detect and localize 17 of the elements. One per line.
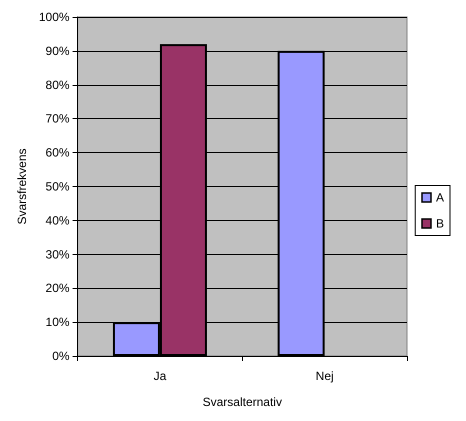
y-tick-label: 80% — [46, 78, 70, 92]
x-tick-label: Nej — [316, 369, 334, 383]
legend-label: B — [436, 216, 444, 230]
legend-label: A — [436, 190, 444, 204]
y-tick-label: 100% — [38, 10, 70, 24]
y-tick-label: 90% — [46, 44, 70, 58]
y-tick-label: 10% — [46, 315, 70, 330]
y-tick-label: 50% — [46, 180, 70, 194]
y-tick-label: 0% — [52, 349, 70, 363]
y-tick-label: 40% — [46, 213, 70, 228]
x-axis-title: Svarsalternativ — [202, 395, 282, 409]
y-tick-label: 60% — [46, 146, 70, 160]
y-tick-label: 70% — [46, 112, 70, 126]
y-tick-label: 30% — [46, 247, 70, 262]
x-tick-label: Ja — [154, 369, 167, 383]
y-axis-title: Svarsfrekvens — [15, 148, 29, 225]
y-tick-label: 20% — [46, 281, 70, 296]
